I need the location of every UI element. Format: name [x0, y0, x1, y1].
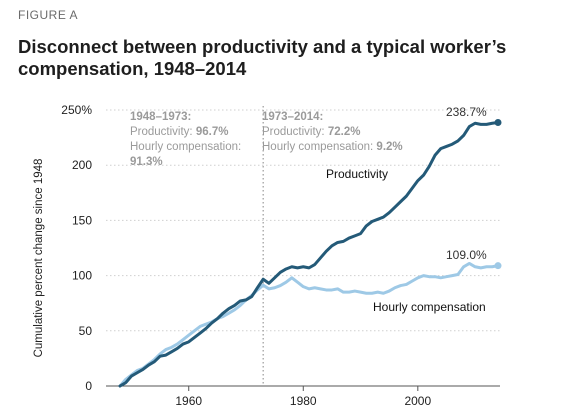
series-line-productivity — [118, 120, 500, 388]
end-label-productivity: 238.7% — [446, 105, 487, 119]
y-tick-label: 0 — [85, 379, 92, 393]
annotation-right-period: 1973–2014: — [262, 111, 323, 123]
series-label-hourly-compensation: Hourly compensation — [373, 300, 486, 314]
annotation-right-compensation: Hourly compensation: 9.2% — [262, 141, 403, 153]
x-tick-label: 1980 — [290, 394, 317, 408]
annotation-left-compensation-value: 91.3% — [130, 156, 163, 168]
y-tick-label: 150 — [72, 213, 92, 227]
end-point-hourly-compensation — [494, 262, 502, 270]
y-tick-label: 250% — [61, 103, 92, 117]
end-label-hourly-compensation: 109.0% — [446, 248, 487, 262]
annotation-left-compensation-label: Hourly compensation: — [130, 141, 241, 153]
x-tick-label: 2000 — [404, 394, 431, 408]
figure-label: FIGURE A — [18, 8, 79, 22]
annotation-left-period: 1948–1973: — [130, 111, 191, 123]
y-tick-label: 50 — [79, 324, 93, 338]
series-label-productivity: Productivity — [326, 167, 388, 181]
series-line-hourly-compensation — [118, 261, 500, 388]
chart-title: Disconnect between productivity and a ty… — [18, 36, 507, 79]
x-tick-label: 1960 — [175, 394, 202, 408]
y-tick-label: 200 — [72, 158, 92, 172]
y-axis-label: Cumulative percent change since 1948 — [33, 159, 45, 358]
annotation-left-productivity: Productivity: 96.7% — [130, 126, 228, 138]
annotation-right-productivity: Productivity: 72.2% — [262, 126, 360, 138]
end-point-productivity — [494, 118, 502, 126]
axes: 0 50 100 150 200 250% 1960 1980 2000 — [61, 103, 431, 408]
y-tick-label: 100 — [72, 269, 92, 283]
